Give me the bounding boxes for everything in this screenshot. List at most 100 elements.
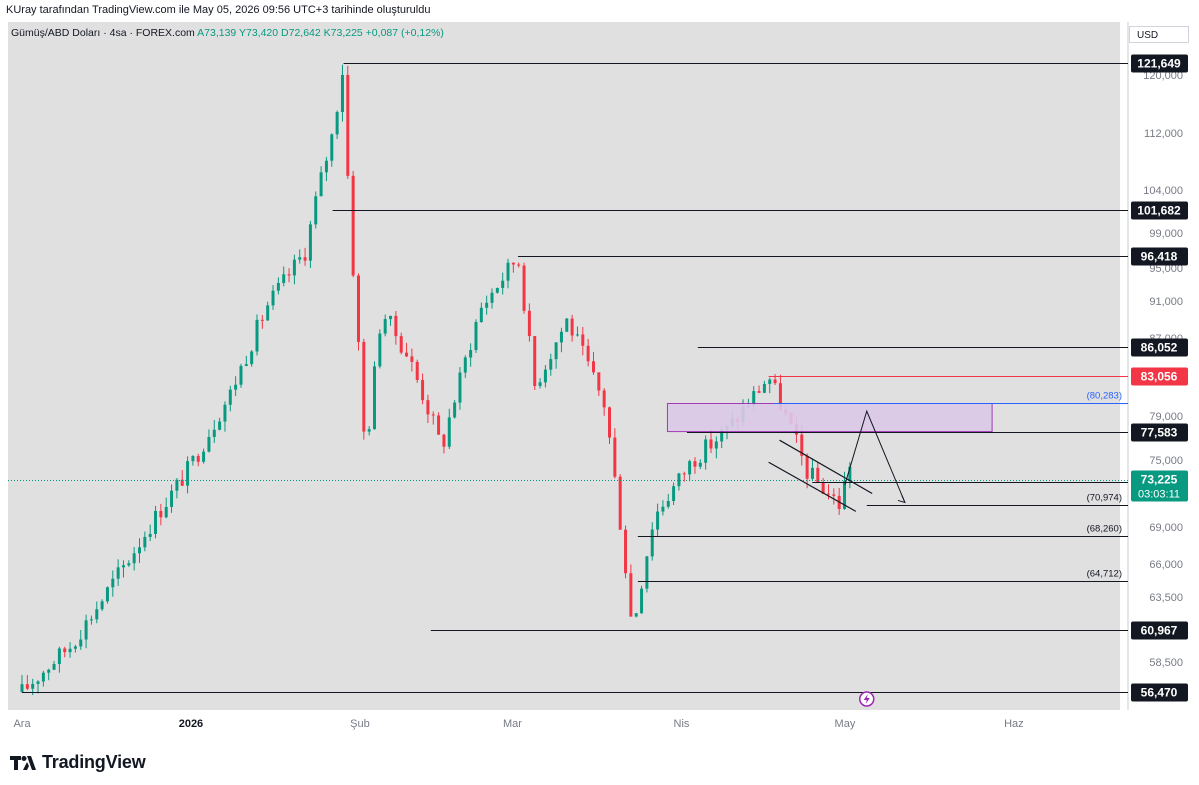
price-level-text: 101,682 [1137, 204, 1181, 218]
candle-body [474, 322, 478, 350]
supply-zone[interactable] [666, 402, 993, 433]
candle-body [752, 391, 756, 406]
candle-body [447, 417, 451, 447]
candle-body [20, 684, 24, 692]
candle-body [196, 456, 200, 462]
candle-body [394, 315, 398, 337]
candle-body [186, 461, 190, 486]
candle-body [672, 486, 676, 502]
candle-body [426, 400, 430, 415]
price-level-text: 96,418 [1141, 250, 1178, 264]
candle-body [111, 578, 115, 588]
symbol-name: Gümüş/ABD Doları · 4sa · FOREX.com [11, 27, 195, 39]
candle-body [645, 556, 649, 589]
candle-body [720, 429, 724, 442]
y-tick-label: 91,000 [1149, 296, 1183, 308]
candle-body [533, 336, 537, 387]
candle-body [485, 302, 489, 308]
price-level-label [1131, 338, 1188, 357]
candle-body [405, 352, 409, 357]
candle-body [826, 493, 830, 495]
candle-body [255, 319, 259, 352]
candle-body [586, 345, 590, 362]
candle-body [581, 334, 585, 346]
candle-body [506, 262, 510, 281]
brand-name: TradingView [42, 752, 146, 772]
candle-body [218, 421, 222, 430]
candle-body [810, 467, 814, 479]
candle-body [538, 382, 542, 387]
candle-body [677, 473, 681, 487]
candle-body [271, 290, 275, 306]
candle-body [138, 547, 142, 554]
candle-body [543, 369, 547, 383]
candle-body [437, 415, 441, 435]
candle-body [597, 372, 601, 391]
y-tick-label: 79,000 [1149, 411, 1183, 423]
price-level-text: 121,649 [1137, 57, 1181, 71]
tradingview-logo: TradingView [10, 752, 146, 773]
annotated-level-label: (68,260) [1087, 524, 1122, 535]
candle-body [613, 437, 617, 477]
candle-body [324, 160, 328, 173]
candle-body [399, 336, 403, 353]
candle-body [164, 506, 168, 518]
price-chart[interactable]: 120,000 112,000 104,000 99,000 95,000 91,000 8… [8, 22, 1191, 739]
projection-arrowhead [897, 495, 906, 504]
candle-body [260, 319, 264, 321]
candle-body [624, 529, 628, 574]
candle-body [816, 467, 820, 483]
price-level-text: 86,052 [1141, 341, 1178, 355]
candle-body [640, 588, 644, 614]
candle-body [191, 456, 195, 462]
candle-body [95, 609, 99, 620]
candle-body [127, 563, 131, 566]
candle-body [276, 282, 280, 291]
candle-body [228, 389, 232, 405]
y-tick-label: 66,000 [1149, 559, 1183, 571]
price-level-text: 56,470 [1141, 686, 1178, 700]
x-tick-label: 2026 [179, 718, 203, 730]
price-level-text: 60,967 [1141, 624, 1178, 638]
candle-body [565, 318, 569, 332]
y-tick-label: 75,000 [1149, 455, 1183, 467]
candle-body [800, 434, 804, 456]
plot-background [8, 22, 1120, 710]
channel-line-upper[interactable] [779, 439, 873, 495]
candle-body [479, 307, 483, 323]
candle-body [68, 648, 72, 653]
projection-arrow[interactable] [844, 409, 906, 503]
y-tick-label: 104,000 [1143, 185, 1183, 197]
price-level-label [1131, 54, 1188, 73]
candle-body [431, 414, 435, 416]
candle-body [768, 379, 772, 384]
candle-body [757, 391, 761, 393]
chart-area[interactable]: 120,000 112,000 104,000 99,000 95,000 91,000 8… [8, 22, 1191, 739]
candle-body [41, 672, 45, 682]
y-tick-label: 63,500 [1149, 592, 1183, 604]
candle-body [234, 384, 238, 390]
candle-body [469, 349, 473, 358]
candle-body [346, 74, 350, 176]
candle-body [704, 439, 708, 463]
candle-body [656, 511, 660, 530]
candle-body [202, 451, 206, 462]
candle-body [559, 331, 563, 343]
y-tick-label: 120,000 [1143, 70, 1183, 82]
candle-body [650, 529, 654, 557]
candle-body [453, 402, 457, 418]
candle-body [356, 275, 360, 342]
candle-body [463, 357, 467, 373]
x-tick-label: Ara [13, 718, 31, 730]
price-axis-background [1128, 22, 1191, 710]
price-level-label [1131, 423, 1188, 442]
time-axis-background [8, 710, 1191, 739]
y-tick-label: 112,000 [1144, 128, 1183, 140]
candle-body [148, 533, 152, 537]
candle-body [292, 259, 296, 276]
candle-body [143, 536, 147, 548]
candle-body [698, 462, 702, 467]
candle-body [415, 361, 419, 380]
channel-line-lower[interactable] [768, 461, 857, 512]
currency-button[interactable]: USD [1129, 26, 1189, 43]
